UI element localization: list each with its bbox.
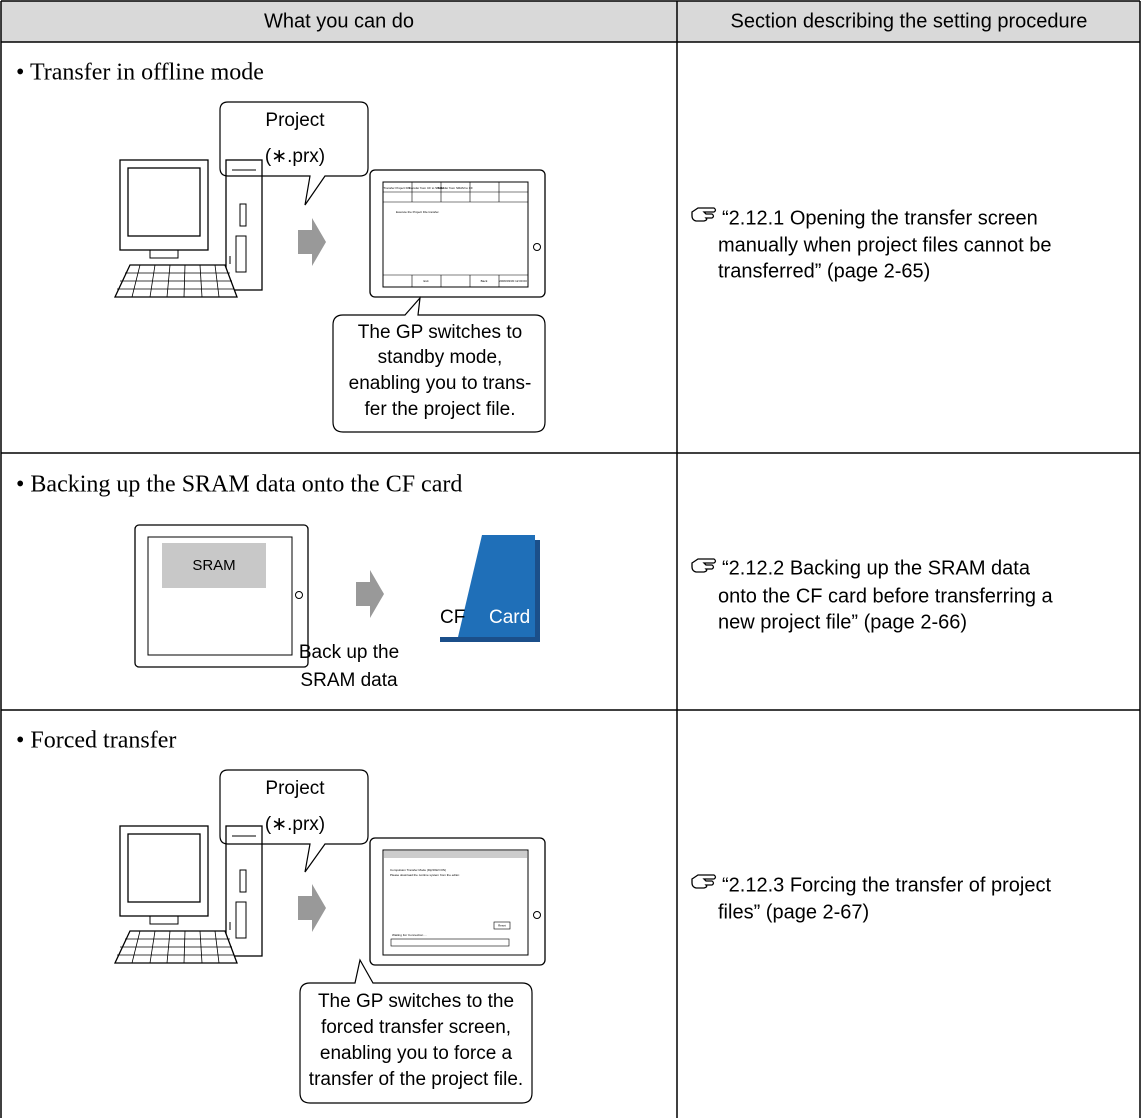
bubble-text: (∗.prx) [265, 814, 325, 835]
gp-led [295, 591, 303, 599]
sram-label: SRAM [192, 557, 235, 574]
header-left: What you can do [264, 10, 414, 32]
screen-button: Exit [423, 279, 428, 283]
row-title: • Transfer in offline mode [16, 60, 264, 86]
callout-text: The GP switches to [358, 322, 522, 343]
callout [332, 296, 546, 433]
arrow [356, 570, 384, 618]
header-right: Section describing the setting procedure [731, 10, 1088, 32]
computer [114, 159, 263, 298]
callout-text: fer the project file. [364, 399, 515, 420]
screen-text: Please download the runtime system from … [390, 873, 460, 877]
reference-icon [691, 874, 717, 889]
reference-text: “2.12.2 Backing up the SRAM data [722, 557, 1031, 579]
callout-text: enabling you to force a [320, 1043, 513, 1064]
callout-text: enabling you to trans- [349, 373, 532, 394]
reference-text: files” (page 2-67) [718, 901, 869, 923]
reference-text: manually when project files cannot be [718, 234, 1052, 256]
reference-text: “2.12.1 Opening the transfer screen [722, 207, 1038, 229]
screen-button-text: Reset [498, 923, 506, 927]
bubble-text: (∗.prx) [265, 146, 325, 167]
reference-icon [691, 558, 717, 573]
reference-text: transferred” (page 2-65) [718, 260, 930, 282]
row-title: • Forced transfer [16, 728, 176, 754]
card-label-area [435, 535, 482, 637]
reference-icon [691, 207, 717, 222]
screen-status: Waiting For Connection ... [392, 933, 427, 937]
reference-text: new project file” (page 2-66) [718, 611, 967, 633]
screen-tab: Transfer from SRAM to CF [437, 186, 473, 190]
callout-text: The GP switches to the [318, 991, 514, 1012]
sram-block [162, 543, 266, 588]
caption: Back up the [299, 642, 399, 663]
card-text: CF [440, 607, 465, 628]
screen-bar [384, 851, 527, 858]
reference-text: onto the CF card before transferring a [718, 585, 1053, 607]
screen-grid [383, 182, 528, 287]
screen-tab: Transfer from CF to SRAM [408, 186, 444, 190]
screen-message: Execute the Project File transfer. [396, 210, 440, 214]
screen-clock: 2006/03/30 12:00:00 [499, 279, 527, 283]
reference-text: “2.12.3 Forcing the transfer of project [722, 874, 1051, 896]
caption: SRAM data [300, 670, 398, 691]
arrow [298, 218, 326, 266]
card-text: Card [489, 607, 530, 628]
screen-tab: Transfer Project File [384, 186, 411, 190]
screen-button [493, 921, 511, 930]
header-bg [1, 1, 1140, 42]
arrow [298, 884, 326, 932]
screen-button: Back [481, 279, 488, 283]
callout-text: standby mode, [378, 347, 503, 368]
bubble-text: Project [265, 110, 325, 131]
callout-text: forced transfer screen, [321, 1017, 511, 1038]
bubble [219, 101, 369, 206]
callout-text: transfer of the project file. [309, 1069, 523, 1090]
bubble-text: Project [265, 778, 325, 799]
callout [299, 958, 533, 1104]
screen-text: Compulsion Transfer Mode (DipSW2=ON) [390, 868, 446, 872]
computer [114, 825, 263, 964]
screen-progress [390, 938, 510, 947]
row-title: • Backing up the SRAM data onto the CF c… [16, 472, 462, 498]
bubble [219, 769, 369, 873]
